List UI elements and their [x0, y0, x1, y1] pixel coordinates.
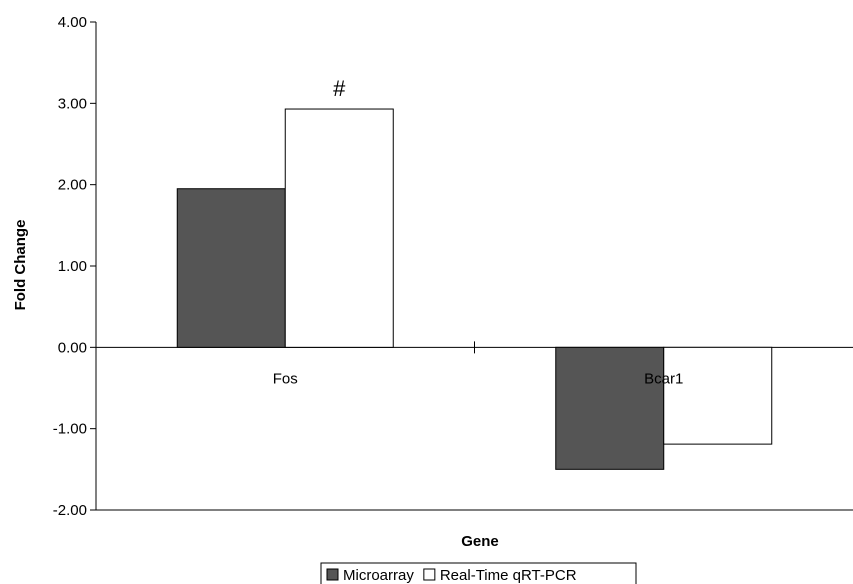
y-tick-label: -1.00 [53, 421, 87, 438]
legend-swatch [423, 568, 436, 581]
y-tick-label: 1.00 [58, 258, 87, 275]
bar-microarray-fos [176, 188, 286, 348]
y-tick-label: 3.00 [58, 95, 87, 112]
legend-box [320, 562, 637, 584]
y-tick-label: 0.00 [58, 339, 87, 356]
significance-annotation: # [333, 76, 346, 101]
x-axis-title: Gene [461, 533, 499, 550]
bar-microarray-bcar1 [555, 346, 665, 470]
y-tick-label: 2.00 [58, 177, 87, 194]
legend-label: Microarray [343, 567, 414, 584]
y-tick-label: -2.00 [53, 502, 87, 519]
legend-swatch [326, 568, 339, 581]
y-axis-title: Fold Change [12, 220, 29, 311]
legend: Microarray Real-Time qRT-PCR [320, 562, 637, 584]
category-label: Bcar1 [644, 370, 683, 387]
y-tick-label: 4.00 [58, 14, 87, 31]
bar-real-time-qrt-pcr-bcar1 [663, 346, 773, 445]
category-label: Fos [273, 370, 298, 387]
plot-area: -2.00 -1.00 0.00 1.00 2.00 3.00 4.00 Fos Bcar1 # [53, 14, 853, 519]
bar-real-time-qrt-pcr-fos [284, 108, 394, 348]
legend-label: Real-Time qRT-PCR [440, 567, 577, 584]
